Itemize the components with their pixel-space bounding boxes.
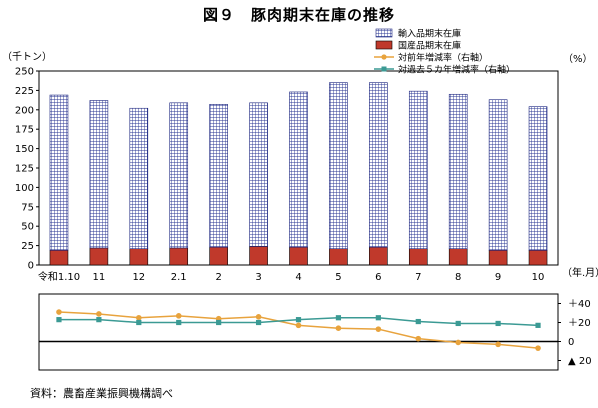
bar-imported	[369, 82, 388, 248]
right-tick-label: 0	[568, 337, 574, 348]
y-tick-label: 50	[21, 222, 34, 233]
x-tick-label: 5	[335, 272, 341, 283]
point-yoy	[175, 313, 182, 319]
point-yoy	[455, 339, 461, 346]
y-axis-label: （千トン）	[2, 51, 52, 63]
line-plot-frame	[38, 293, 559, 371]
legend-label: 対過去５カ年増減率（右軸）	[398, 64, 515, 76]
legend-swatch-imported	[375, 28, 393, 38]
bar-imported	[209, 104, 228, 248]
point-yoy	[56, 309, 62, 315]
x-tick-label: 9	[495, 272, 501, 283]
x-tick-label: 令和1.10	[38, 270, 80, 283]
bar-imported	[289, 91, 308, 248]
point-yoy	[335, 325, 342, 332]
x-tick-label: 12	[132, 272, 145, 283]
point-yoy	[96, 311, 102, 317]
right-tick-label: ▲ 20	[568, 356, 592, 367]
bar-domestic	[289, 246, 308, 266]
bar-domestic	[249, 246, 268, 266]
y-tick-label: 225	[15, 86, 34, 97]
point-five-year	[455, 320, 461, 327]
x-tick-label: 11	[93, 272, 106, 283]
point-five-year	[535, 322, 541, 328]
bar-domestic	[329, 248, 348, 266]
x-tick-label: 6	[375, 272, 381, 283]
bar-domestic	[89, 247, 109, 266]
y-tick-label: 150	[15, 144, 34, 155]
x-tick-label: 4	[295, 272, 301, 283]
legend-swatch-domestic	[375, 40, 393, 50]
x-tick-label: 2	[215, 272, 221, 283]
bar-imported	[528, 106, 548, 251]
point-yoy	[495, 341, 501, 348]
point-yoy	[415, 335, 422, 342]
point-five-year	[176, 319, 182, 326]
page-title: 図９ 豚肉期末在庫の推移	[202, 6, 395, 24]
x-tick-label: 3	[255, 272, 261, 283]
bar-imported	[329, 82, 348, 250]
bar-imported	[49, 94, 69, 251]
x-tick-label: 10	[532, 272, 545, 283]
point-yoy	[255, 314, 262, 320]
point-five-year	[295, 317, 302, 323]
y-tick-label: 125	[15, 164, 34, 175]
bar-imported	[169, 102, 189, 249]
point-yoy	[136, 314, 142, 321]
bar-domestic	[448, 248, 468, 266]
point-five-year	[495, 320, 501, 327]
point-five-year	[255, 319, 262, 326]
y-tick-label: 200	[15, 105, 34, 116]
x-tick-label: 7	[415, 272, 421, 283]
point-five-year	[96, 317, 102, 323]
point-yoy	[535, 345, 541, 351]
bar-imported	[488, 99, 508, 251]
point-yoy	[295, 322, 302, 329]
bar-imported	[129, 107, 149, 250]
bar-domestic	[528, 249, 548, 266]
bar-domestic	[129, 248, 149, 266]
legend-label: 国産品期末在庫	[398, 40, 461, 52]
bar-imported	[448, 93, 468, 250]
y-tick-label: 250	[15, 67, 34, 78]
bar-imported	[408, 90, 428, 250]
legend-marker-circle	[381, 54, 387, 60]
bar-domestic	[169, 247, 189, 266]
right-axis-label: （%）	[563, 53, 593, 65]
point-five-year	[136, 319, 142, 326]
point-five-year	[216, 319, 222, 326]
y-tick-label: 100	[15, 183, 34, 194]
right-tick-label: ＋40	[568, 299, 591, 310]
y-tick-label: 75	[21, 202, 34, 213]
x-tick-label: 2.1	[171, 272, 187, 283]
x-tick-label: 8	[455, 272, 461, 283]
point-five-year	[56, 317, 62, 323]
point-five-year	[335, 315, 342, 321]
point-yoy	[375, 326, 382, 332]
bar-imported	[89, 100, 109, 249]
y-tick-label: 0	[28, 261, 34, 272]
point-five-year	[375, 315, 381, 321]
source-note: 資料：農畜産業振興機構調べ	[30, 387, 173, 400]
right-tick-label: ＋20	[568, 318, 591, 329]
x-axis-label: （年.月）	[562, 266, 598, 279]
bar-domestic	[49, 249, 69, 266]
y-tick-label: 25	[21, 241, 34, 252]
line-panel: ＋40 ＋20 0 ▲ 20	[38, 293, 592, 371]
bar-imported	[249, 102, 268, 247]
y-tick-label: 175	[15, 125, 34, 136]
bar-domestic	[209, 246, 228, 266]
point-five-year	[415, 318, 421, 325]
bar-domestic	[369, 246, 388, 266]
legend-marker-square	[381, 66, 387, 72]
bar-domestic	[488, 249, 508, 266]
bar-domestic	[408, 248, 428, 266]
legend-label: 輸入品期末在庫	[398, 28, 461, 40]
legend-label: 対前年増減率（右軸）	[398, 52, 488, 64]
